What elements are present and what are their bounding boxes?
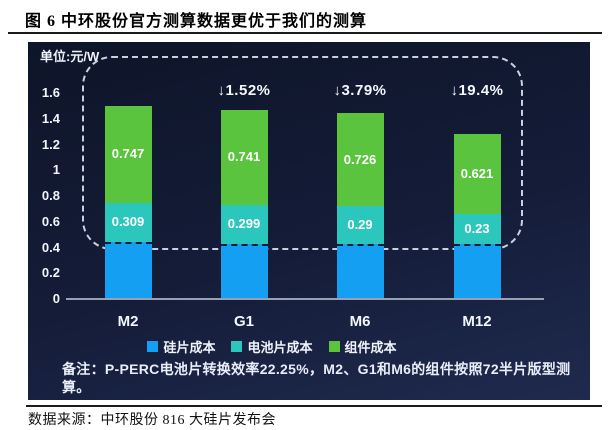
- y-axis-tick-label: 0.2: [41, 265, 60, 281]
- y-axis-tick-label: 1.2: [41, 136, 60, 152]
- y-axis-unit-label: 单位:元/W: [40, 49, 100, 64]
- legend-label: 硅片成本: [163, 340, 216, 355]
- legend-swatch-icon: [231, 341, 243, 352]
- y-axis-tick-label: 0.6: [41, 213, 60, 229]
- percent-change-label: ↓1.52%: [217, 82, 271, 99]
- legend-item: 组件成本: [328, 337, 397, 356]
- bar-value-label: 0.29: [347, 216, 373, 232]
- legend-item: 硅片成本: [147, 337, 215, 356]
- bar-segment-wafer: [104, 242, 152, 299]
- y-axis-tick-label: 0: [52, 291, 60, 306]
- bar-value-label: 0.299: [227, 216, 261, 232]
- bar-segment-wafer: [336, 243, 384, 299]
- bar-segment-cell: [453, 214, 501, 244]
- x-axis-line: [66, 298, 544, 300]
- chart-legend: 硅片成本 电池片成本 组件成本: [28, 337, 590, 356]
- legend-swatch-icon: [328, 341, 340, 352]
- bar-segment-wafer: [220, 243, 268, 299]
- chart-panel: 单位:元/W 0 0.2 0.4 0.6 0.8 1 1.2 1.4 1.6 0.309 0.74…: [28, 42, 590, 400]
- highlight-dashed-box: [82, 56, 523, 250]
- bar-segment-cell: [336, 206, 384, 244]
- y-axis-tick-label: 1: [52, 162, 60, 178]
- figure-bottom-rule: [26, 405, 602, 407]
- x-axis-category-label: M2: [117, 313, 139, 330]
- y-axis-tick-label: 0.4: [41, 239, 60, 255]
- y-axis-tick-label: 1.6: [41, 85, 60, 100]
- legend-label: 电池片成本: [247, 340, 313, 355]
- bar-segment-module: [104, 106, 152, 203]
- percent-change-label: ↓3.79%: [333, 82, 387, 99]
- legend-label: 组件成本: [344, 340, 397, 355]
- bar-value-label: 0.726: [343, 151, 377, 167]
- bar-segment-wafer: [453, 243, 501, 299]
- bar-value-label: 0.309: [111, 214, 145, 230]
- bar-segment-cell: [104, 202, 152, 243]
- x-axis-category-label: M12: [462, 313, 492, 330]
- title-underline: [8, 32, 602, 34]
- bar-value-label: 0.23: [464, 220, 490, 236]
- bar-segment-module: [336, 112, 384, 207]
- x-axis-category-label: G1: [233, 313, 254, 330]
- bar-segment-module: [453, 134, 501, 215]
- bar-value-label: 0.741: [227, 149, 261, 165]
- data-source-line: 数据来源：中环股份 816 大硅片发布会: [28, 413, 276, 428]
- figure-title: 图 6 中环股份官方测算数据更优于我们的测算: [25, 13, 368, 30]
- bar-segment-module: [220, 109, 268, 206]
- x-axis-category-label: M6: [349, 313, 371, 330]
- legend-swatch-icon: [147, 341, 159, 352]
- chart-footnote: 备注：P-PERC电池片转换效率22.25%，M2、G1和M6的组件按照72半片…: [62, 361, 571, 396]
- y-axis-tick-label: 1.4: [41, 110, 60, 126]
- bar-value-label: 0.621: [460, 166, 494, 182]
- bar-value-label: 0.747: [111, 146, 145, 162]
- legend-item: 电池片成本: [231, 337, 313, 356]
- bar-segment-cell: [220, 205, 268, 244]
- percent-change-label: ↓19.4%: [450, 82, 504, 99]
- y-axis-tick-label: 0.8: [41, 188, 60, 203]
